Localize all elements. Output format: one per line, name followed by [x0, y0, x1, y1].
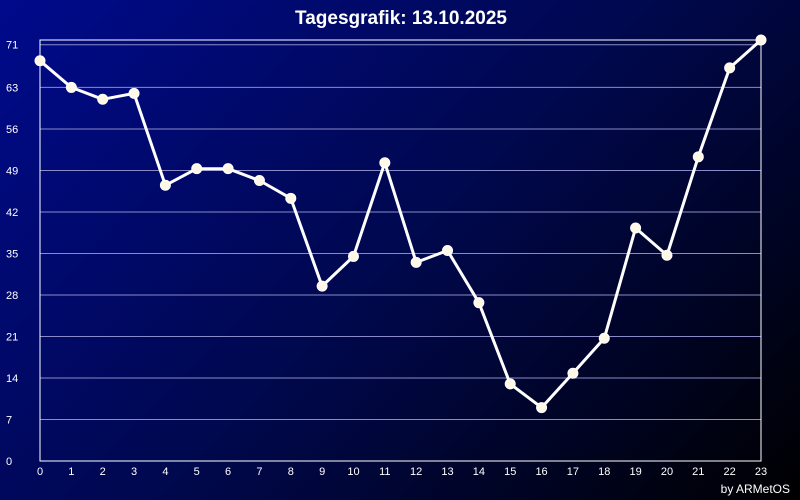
x-tick-label-6: 6	[225, 466, 231, 478]
data-point-11	[379, 157, 391, 169]
x-tick-label-2: 2	[100, 466, 106, 478]
data-point-15	[504, 378, 516, 390]
y-tick-label-42: 42	[6, 207, 18, 219]
y-tick-label-28: 28	[6, 290, 18, 302]
data-point-8	[285, 192, 297, 204]
x-tick-label-12: 12	[410, 466, 422, 478]
x-tick-label-19: 19	[629, 466, 641, 478]
y-tick-label-63: 63	[6, 82, 18, 94]
data-point-18	[598, 332, 610, 344]
x-tick-label-10: 10	[347, 466, 359, 478]
y-tick-label-56: 56	[6, 124, 18, 136]
data-point-23	[755, 34, 767, 46]
data-point-12	[410, 256, 422, 268]
data-point-6	[222, 163, 234, 175]
x-tick-label-11: 11	[379, 466, 390, 478]
x-tick-label-17: 17	[567, 466, 579, 478]
series-line	[39, 38, 762, 410]
series-polyline	[39, 38, 762, 410]
x-tick-label-15: 15	[504, 466, 516, 478]
x-tick-label-1: 1	[68, 466, 74, 478]
x-tick-label-21: 21	[692, 466, 704, 478]
x-tick-label-22: 22	[724, 466, 736, 478]
credit-label: by ARMetOS	[720, 482, 790, 496]
grid-lines	[40, 44, 761, 420]
y-axis-ticks: 0 7 14 21 28 35 42 49 56 63 71	[6, 40, 18, 468]
x-axis-ticks: 0 1 2 3 4 5 6 7 8 9 10 11 12 13 14 15 16 17 18 19 20 21 22 23	[37, 466, 767, 478]
x-tick-label-18: 18	[598, 466, 610, 478]
data-point-22	[724, 62, 736, 74]
x-tick-label-9: 9	[319, 466, 325, 478]
x-tick-label-4: 4	[162, 466, 168, 478]
y-tick-label-21: 21	[6, 331, 18, 343]
data-point-2	[97, 93, 109, 105]
x-tick-label-0: 0	[37, 466, 43, 478]
data-point-7	[253, 175, 265, 187]
x-tick-label-7: 7	[256, 466, 262, 478]
plot-border	[39, 39, 762, 462]
y-tick-label-7: 7	[6, 414, 12, 426]
data-point-3	[128, 87, 140, 99]
x-tick-label-3: 3	[131, 466, 137, 478]
x-tick-label-13: 13	[441, 466, 453, 478]
x-tick-label-23: 23	[755, 466, 767, 478]
data-point-5	[191, 163, 203, 175]
x-tick-label-16: 16	[535, 466, 547, 478]
y-tick-label-14: 14	[6, 373, 18, 385]
data-point-20	[661, 249, 673, 261]
y-tick-label-71: 71	[6, 40, 18, 52]
data-point-9	[316, 280, 328, 292]
x-tick-label-14: 14	[473, 466, 485, 478]
x-tick-label-5: 5	[194, 466, 200, 478]
y-tick-label-35: 35	[6, 248, 18, 260]
data-point-17	[567, 367, 579, 379]
plot-frame	[39, 39, 762, 462]
data-point-4	[159, 179, 171, 191]
data-points	[34, 34, 767, 414]
y-tick-label-0: 0	[6, 456, 12, 468]
data-point-1	[65, 81, 77, 93]
data-point-13	[442, 245, 454, 256]
x-tick-label-20: 20	[661, 466, 673, 478]
data-point-14	[473, 297, 485, 309]
x-tick-label-8: 8	[288, 466, 294, 478]
data-point-10	[347, 250, 359, 262]
data-point-19	[630, 222, 642, 234]
y-tick-label-49: 49	[6, 165, 18, 177]
data-point-21	[692, 151, 704, 163]
data-point-16	[536, 402, 548, 414]
chart-title: Tagesgrafik: 13.10.2025	[295, 8, 507, 29]
data-point-0	[34, 55, 46, 67]
